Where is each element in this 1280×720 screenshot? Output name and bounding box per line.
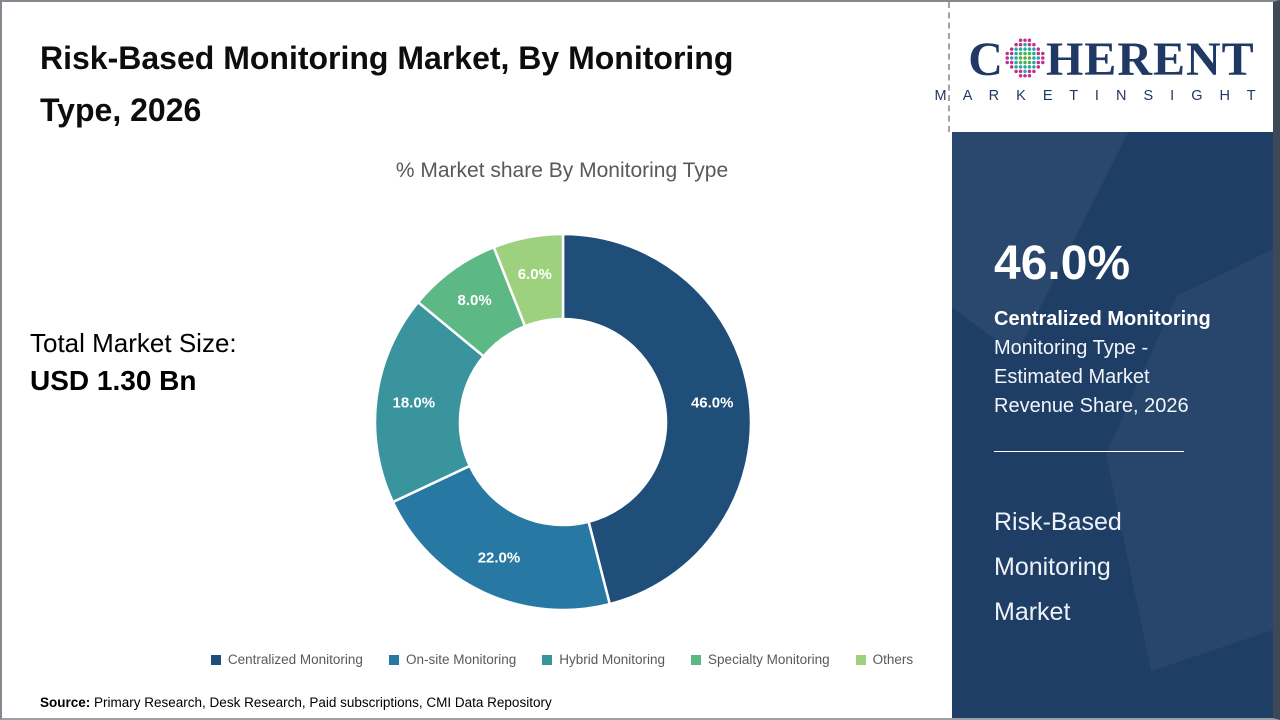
donut-slice-hybrid-monitoring <box>373 300 486 504</box>
legend-item-others: Others <box>855 652 914 667</box>
total-market-label: Total Market Size: <box>30 328 237 358</box>
logo-area: C HERENT M A R K E T I N S I G H T S <box>934 2 1273 132</box>
legend-item-on-site-monitoring: On-site Monitoring <box>388 652 517 667</box>
donut-chart-svg: 46.0% 22.0% 18.0% 8.0% 6.0% <box>373 232 753 612</box>
legend-marker-icon <box>210 654 221 665</box>
brand-letter-c: C <box>968 33 1004 86</box>
legend-label: Others <box>872 652 914 667</box>
page-title-line-1: Risk-Based Monitoring Market, By Monitor… <box>40 40 734 76</box>
donut-chart: 46.0% 22.0% 18.0% 8.0% 6.0% <box>343 202 783 642</box>
chart-subtitle: % Market share By Monitoring Type <box>395 159 729 182</box>
legend-item-centralized-monitoring: Centralized Monitoring <box>210 652 363 667</box>
source-label: Source: <box>40 695 91 710</box>
legend-marker-icon <box>855 654 866 665</box>
total-market-value: USD 1.30 Bn <box>30 365 197 396</box>
highlight-desc-line-2: Estimated Market <box>994 365 1150 388</box>
donut-slice-others <box>492 232 565 328</box>
legend-marker-icon <box>542 654 553 665</box>
globe-dots-icon <box>1005 38 1045 78</box>
slice-label: 18.0% <box>393 395 436 412</box>
legend-label: Centralized Monitoring <box>227 652 363 667</box>
highlight-segment-name: Centralized Monitoring <box>994 307 1211 330</box>
sidebar-divider <box>994 450 1184 452</box>
donut-slice-centralized-monitoring <box>561 232 753 606</box>
source-line: Source: Primary Research, Desk Research,… <box>40 695 552 710</box>
slice-label: 22.0% <box>478 550 521 567</box>
brand-letters-herent: HERENT <box>1045 33 1255 86</box>
legend-label: On-site Monitoring <box>405 652 517 667</box>
legend-label: Hybrid Monitoring <box>559 652 666 667</box>
page-title-line-2: Type, 2026 <box>40 92 202 128</box>
highlight-desc-line-1: Monitoring Type - <box>994 336 1149 359</box>
slice-label: 46.0% <box>691 395 734 412</box>
total-market-size: Total Market Size: USD 1.30 Bn <box>30 324 237 400</box>
legend-item-hybrid-monitoring: Hybrid Monitoring <box>542 652 665 667</box>
legend-marker-icon <box>388 654 399 665</box>
report-name-line-2: Monitoring <box>994 552 1111 581</box>
highlight-desc-line-3: Revenue Share, 2026 <box>994 394 1189 417</box>
chart-legend: Centralized Monitoring On-site Monitoring… <box>152 652 972 667</box>
report-name-line-1: Risk-Based <box>994 507 1122 536</box>
legend-item-specialty-monitoring: Specialty Monitoring <box>691 652 830 667</box>
page-title: Risk-Based Monitoring Market, By Monitor… <box>40 32 920 136</box>
brand-logo: C HERENT <box>968 36 1254 84</box>
legend-marker-icon <box>691 654 702 665</box>
slice-label: 6.0% <box>518 266 552 283</box>
donut-slice-on-site-monitoring <box>391 464 612 612</box>
report-name-line-3: Market <box>994 597 1071 626</box>
source-text: Primary Research, Desk Research, Paid su… <box>94 695 552 710</box>
slice-label: 8.0% <box>457 292 491 309</box>
brand-tagline: M A R K E T I N S I G H T S <box>934 88 1280 104</box>
legend-label: Specialty Monitoring <box>708 652 830 667</box>
report-name: Risk-Based Monitoring Market <box>994 500 1253 635</box>
highlight-value: 46.0% <box>994 237 1131 290</box>
highlight-sidebar: 46.0% Centralized Monitoring Monitoring … <box>952 132 1273 718</box>
